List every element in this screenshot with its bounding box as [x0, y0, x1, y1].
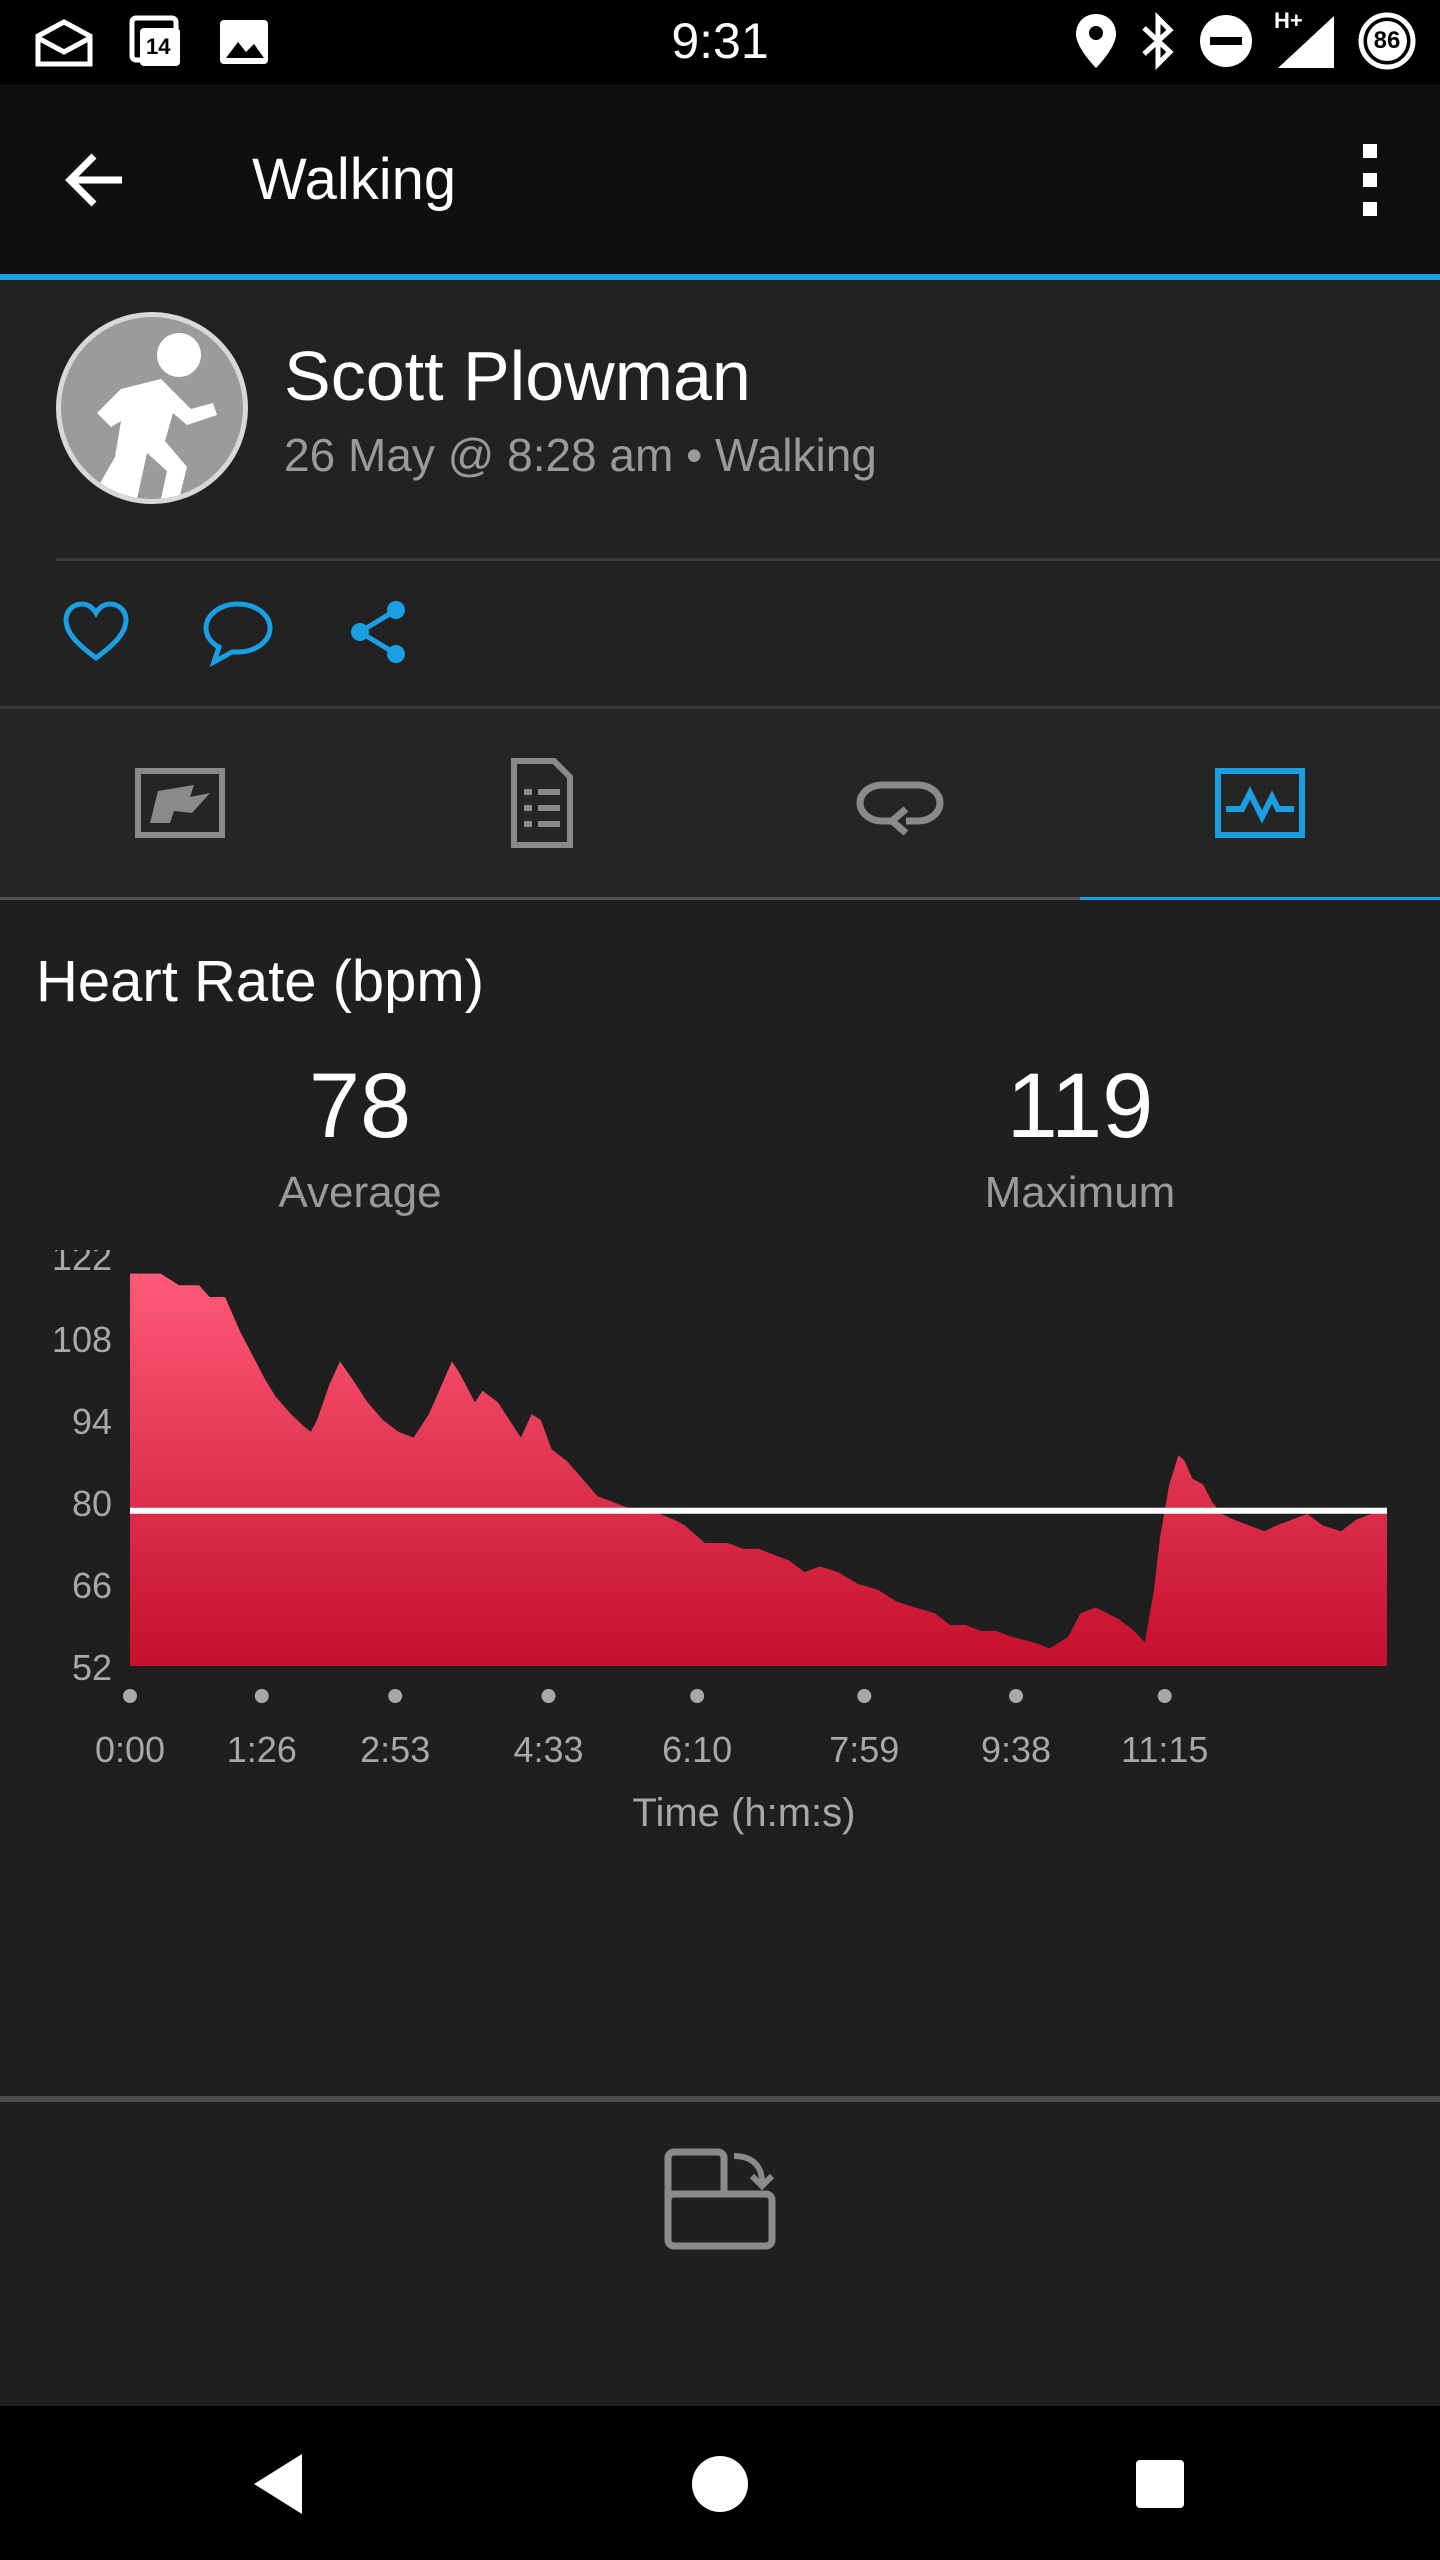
y-tick-label: 108 — [52, 1319, 112, 1360]
heart-rate-chart[interactable]: 122 108 94 80 66 52 0:00 1:26 2:53 4:33 6:10 7:59 9:… — [0, 1250, 1440, 1950]
divider — [56, 558, 1440, 561]
tab-laps[interactable] — [720, 709, 1080, 897]
x-tick-label: 7:59 — [829, 1729, 899, 1770]
heart-rate-area — [130, 1273, 1387, 1666]
maximum-label: Maximum — [984, 1168, 1176, 1217]
back-arrow-icon[interactable] — [60, 144, 132, 216]
x-axis-label: Time (h:m:s) — [633, 1791, 856, 1835]
x-tick-dot — [857, 1689, 872, 1703]
x-tick-dot — [123, 1689, 137, 1703]
battery-icon: 86 — [1358, 12, 1416, 70]
avatar[interactable] — [56, 312, 248, 504]
laps-loop-icon — [856, 781, 944, 836]
bluetooth-icon — [1142, 12, 1174, 70]
nav-recents-icon[interactable] — [1122, 2446, 1198, 2522]
chart-icon — [1215, 768, 1305, 838]
y-tick-label: 66 — [72, 1565, 112, 1606]
x-tick-dot — [690, 1689, 705, 1703]
x-tick-dot — [388, 1689, 403, 1703]
status-bar: 14 9:31 H+ 86 — [0, 0, 1440, 84]
x-tick-dot — [541, 1689, 556, 1703]
average-value: 78 — [308, 1055, 412, 1157]
average-label: Average — [278, 1168, 442, 1217]
tab-summary[interactable] — [0, 709, 360, 897]
comment-icon[interactable] — [202, 596, 274, 668]
average-stat: 78 Average — [120, 1060, 600, 1218]
x-tick-dot — [1009, 1689, 1024, 1703]
y-tick-label: 80 — [72, 1483, 112, 1524]
system-navigation-bar — [0, 2406, 1440, 2560]
like-heart-icon[interactable] — [60, 596, 132, 668]
app-bar: Walking — [0, 84, 1440, 280]
x-tick-label: 1:26 — [227, 1729, 297, 1770]
activity-tabs — [0, 706, 1440, 903]
tab-charts[interactable] — [1080, 709, 1440, 897]
rotate-screen-icon[interactable] — [660, 2144, 780, 2254]
mail-notification-icon — [35, 19, 93, 67]
activity-summary-icon — [135, 768, 225, 838]
nav-back-icon[interactable] — [242, 2446, 318, 2522]
battery-level: 86 — [1373, 27, 1401, 54]
x-tick-label: 9:38 — [981, 1729, 1051, 1770]
walking-person-icon — [91, 333, 217, 499]
page-title: Walking — [252, 147, 457, 212]
x-tick-label: 6:10 — [662, 1729, 732, 1770]
y-tick-label: 52 — [72, 1647, 112, 1688]
nav-home-icon[interactable] — [682, 2446, 758, 2522]
bottom-panel — [0, 2096, 1440, 2406]
x-tick-dot — [1157, 1689, 1172, 1703]
x-tick-label: 2:53 — [360, 1729, 430, 1770]
chart-title: Heart Rate (bpm) — [36, 949, 485, 1014]
heart-rate-section: Heart Rate (bpm) 78 Average 119 Maximum … — [0, 900, 1440, 2096]
x-tick-label: 0:00 — [95, 1729, 165, 1770]
tab-details[interactable] — [360, 709, 720, 897]
status-time: 9:31 — [671, 13, 769, 69]
x-tick-label: 11:15 — [1121, 1729, 1208, 1770]
location-icon — [1076, 14, 1116, 68]
share-icon[interactable] — [344, 596, 416, 668]
calendar-notification-icon: 14 — [124, 14, 184, 70]
signal-icon: H+ — [1274, 8, 1338, 70]
network-type: H+ — [1274, 8, 1303, 33]
activity-date-type: 26 May @ 8:28 am • Walking — [284, 429, 877, 481]
image-notification-icon — [220, 20, 268, 64]
more-vert-icon[interactable] — [1340, 140, 1400, 220]
maximum-stat: 119 Maximum — [840, 1060, 1320, 1218]
document-icon — [511, 758, 573, 848]
do-not-disturb-icon — [1200, 15, 1252, 67]
maximum-value: 119 — [1006, 1055, 1154, 1157]
notification-count: 14 — [146, 34, 171, 59]
x-tick-dot — [254, 1689, 269, 1703]
y-tick-label: 94 — [72, 1401, 112, 1442]
x-tick-label: 4:33 — [513, 1729, 583, 1770]
y-tick-label: 122 — [52, 1250, 112, 1278]
activity-header: Scott Plowman 26 May @ 8:28 am • Walking — [0, 286, 1440, 706]
user-name[interactable]: Scott Plowman — [284, 337, 751, 415]
